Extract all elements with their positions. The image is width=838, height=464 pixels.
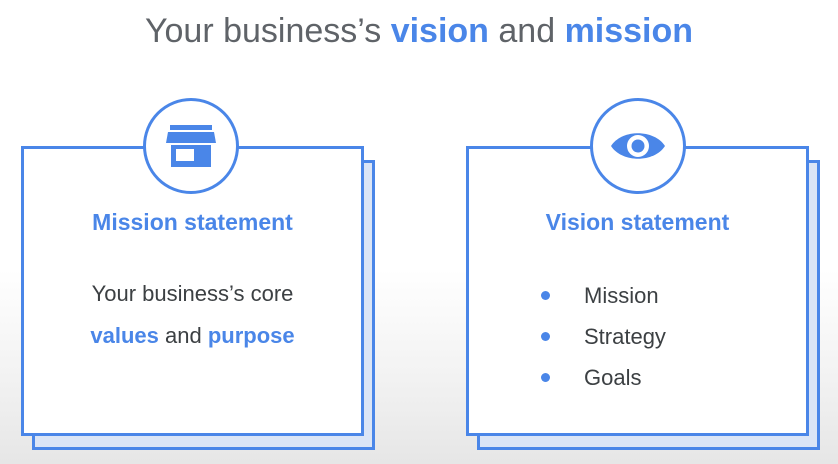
vision-heading: Vision statement bbox=[545, 209, 730, 235]
mission-desc-line1: Your business’s core bbox=[91, 281, 294, 306]
list-item: Goals bbox=[541, 357, 666, 398]
page-title: Your business’s vision and mission bbox=[0, 12, 838, 51]
mission-heading: Mission statement bbox=[92, 209, 293, 235]
mission-values: values bbox=[90, 323, 159, 348]
title-middle: and bbox=[488, 12, 565, 50]
storefront-icon bbox=[166, 125, 216, 167]
bullet-icon bbox=[541, 291, 550, 300]
title-mission: mission bbox=[564, 12, 694, 50]
vision-list: Mission Strategy Goals bbox=[541, 275, 666, 398]
list-item: Mission bbox=[541, 275, 666, 316]
mission-desc-line2: values and purpose bbox=[24, 315, 361, 357]
mission-icon-circle bbox=[143, 98, 239, 194]
mission-and: and bbox=[158, 323, 208, 348]
eye-icon bbox=[611, 133, 665, 159]
bullet-icon bbox=[541, 373, 550, 382]
bullet-icon bbox=[541, 332, 550, 341]
title-vision: vision bbox=[390, 12, 489, 50]
vision-icon-circle bbox=[590, 98, 686, 194]
vision-card: Vision statement Mission Strategy Goals bbox=[466, 146, 809, 436]
mission-card: Mission statement Your business’s core v… bbox=[21, 146, 364, 436]
title-prefix: Your business’s bbox=[144, 12, 391, 50]
mission-purpose: purpose bbox=[207, 323, 295, 348]
list-item: Strategy bbox=[541, 316, 666, 357]
mission-description: Your business’s core values and purpose bbox=[24, 273, 361, 357]
